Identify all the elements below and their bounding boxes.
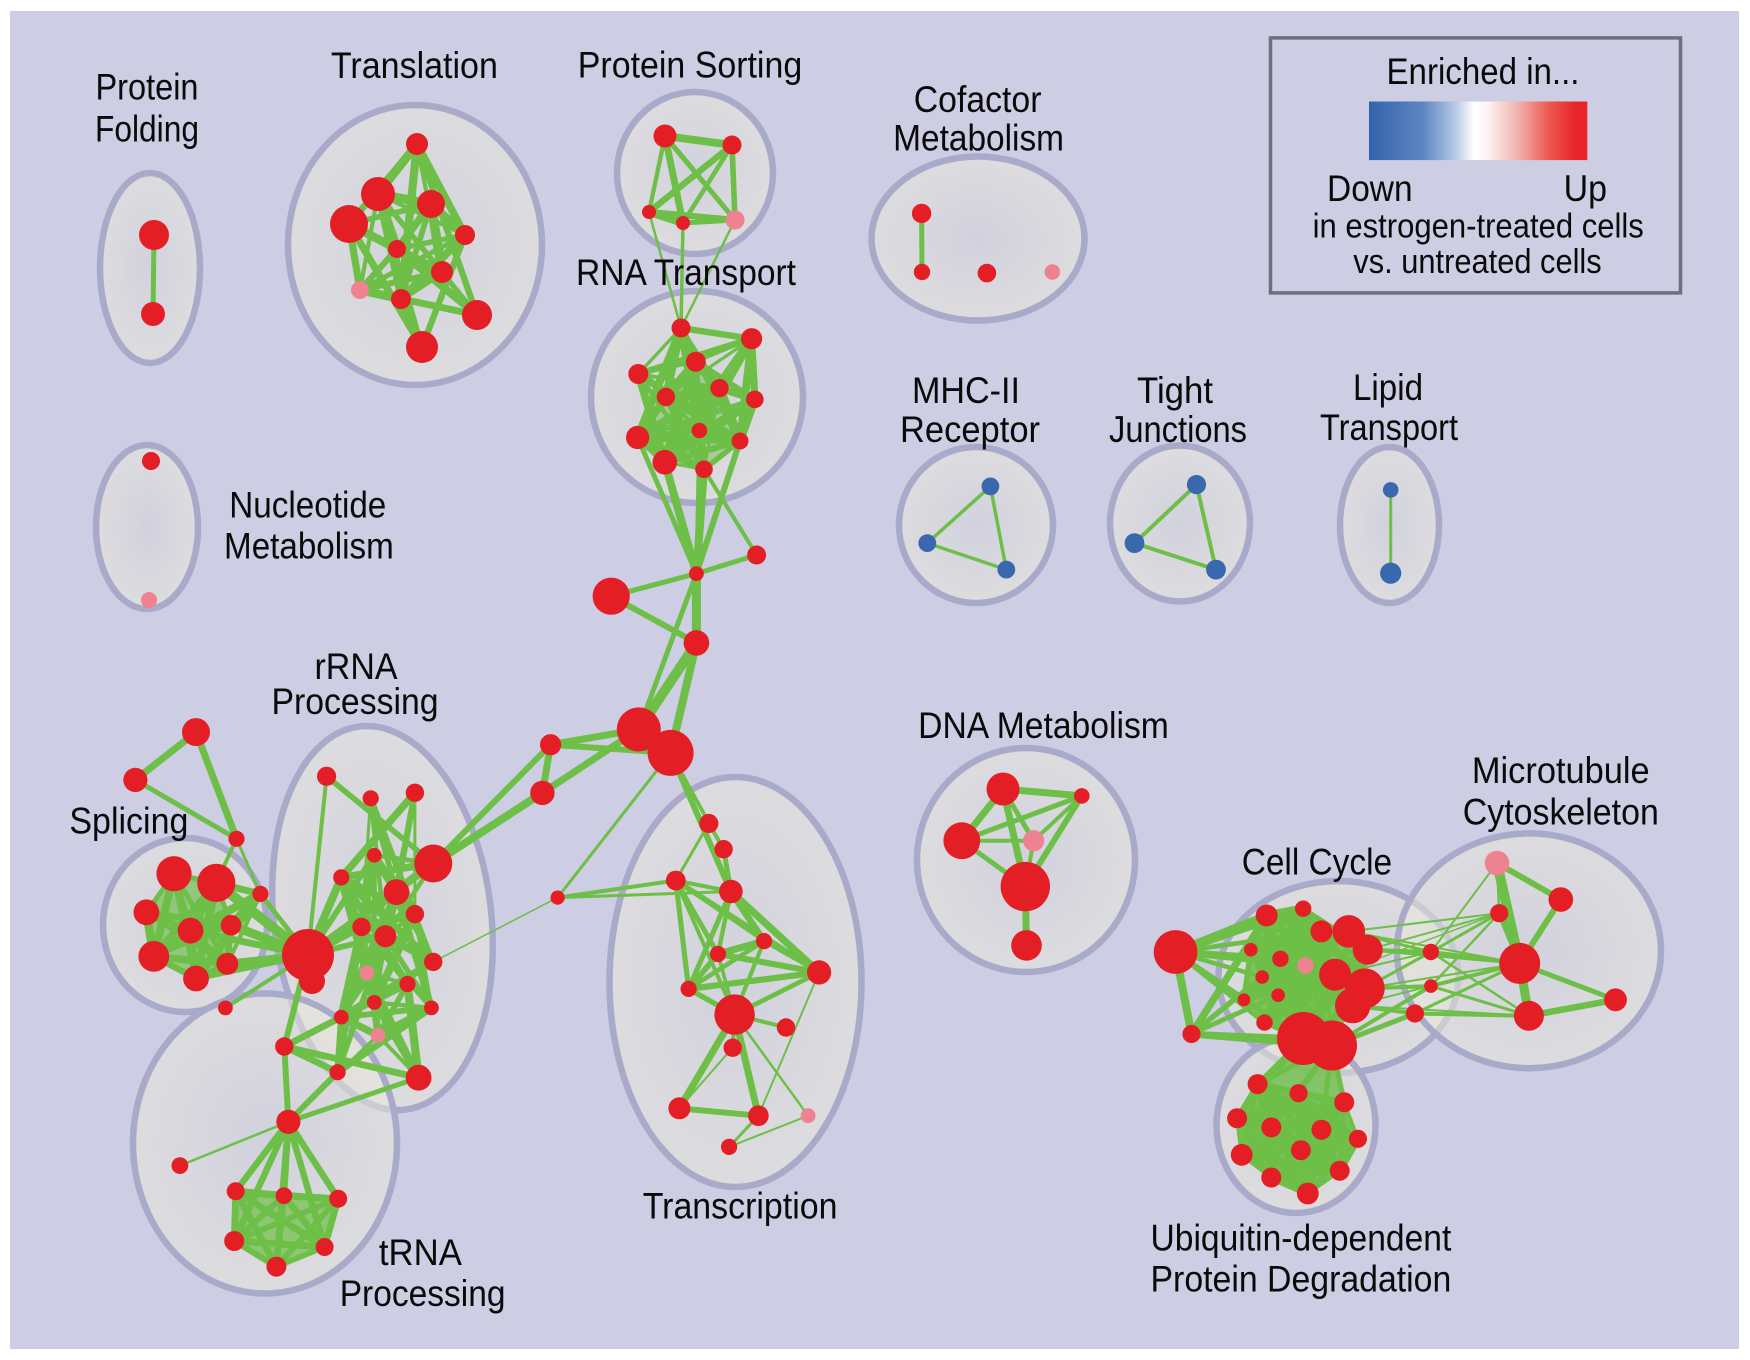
svg-text:Processing: Processing [272,681,439,722]
svg-text:Metabolism: Metabolism [224,526,394,567]
svg-text:DNA Metabolism: DNA Metabolism [918,705,1169,746]
svg-text:MHC-II: MHC-II [912,370,1020,411]
svg-text:Nucleotide: Nucleotide [229,484,386,525]
svg-text:Receptor: Receptor [900,409,1040,450]
svg-text:Enriched in...: Enriched in... [1387,51,1580,92]
svg-text:Junctions: Junctions [1109,409,1247,450]
svg-text:Protein: Protein [96,67,199,108]
svg-text:RNA Transport: RNA Transport [576,252,797,293]
svg-text:Splicing: Splicing [69,800,188,841]
svg-text:Transcription: Transcription [643,1186,838,1227]
svg-text:Metabolism: Metabolism [893,118,1064,159]
svg-text:Tight: Tight [1137,370,1214,411]
svg-text:tRNA: tRNA [379,1232,462,1273]
svg-text:Protein Sorting: Protein Sorting [578,45,802,86]
svg-text:Down: Down [1327,168,1413,209]
svg-text:rRNA: rRNA [315,646,398,687]
svg-text:Cofactor: Cofactor [914,79,1042,120]
svg-text:Microtubule: Microtubule [1472,750,1650,791]
svg-text:Cell Cycle: Cell Cycle [1242,842,1392,883]
svg-text:Ubiquitin-dependent: Ubiquitin-dependent [1151,1218,1452,1259]
svg-text:Cytoskeleton: Cytoskeleton [1463,791,1659,832]
svg-text:Transport: Transport [1320,407,1459,448]
svg-text:Translation: Translation [331,45,498,86]
svg-text:Processing: Processing [340,1273,506,1314]
svg-text:Lipid: Lipid [1353,367,1423,408]
svg-text:Protein Degradation: Protein Degradation [1151,1259,1452,1300]
svg-text:vs. untreated cells: vs. untreated cells [1353,243,1601,281]
svg-text:in estrogen-treated cells: in estrogen-treated cells [1313,208,1644,246]
svg-text:Folding: Folding [95,108,199,149]
svg-text:Up: Up [1564,168,1607,209]
